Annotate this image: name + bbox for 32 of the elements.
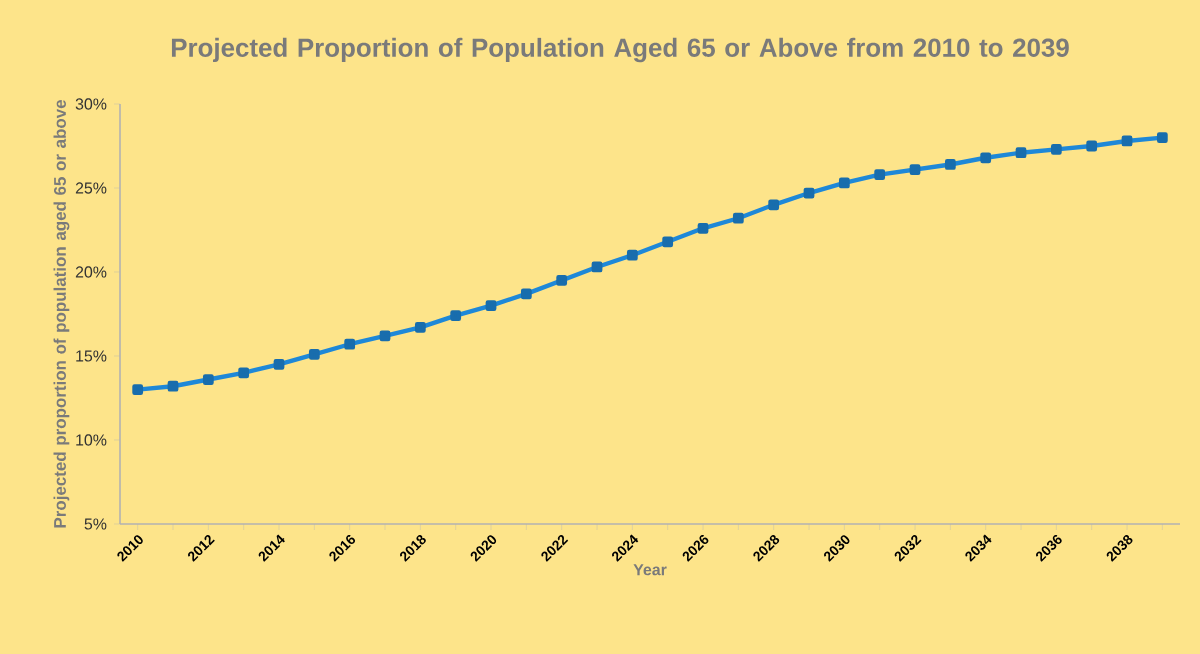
point: [344, 338, 356, 350]
point: [980, 152, 992, 164]
point: [379, 330, 391, 342]
chart-title: Projected Proportion of Population Aged 65 or Above from 2010 to 2039: [171, 37, 1069, 63]
point: [874, 169, 886, 180]
point: [591, 261, 603, 273]
point: [1086, 140, 1098, 152]
point: [697, 222, 709, 234]
point: [414, 322, 426, 333]
point: [132, 384, 144, 395]
point: [1156, 132, 1168, 143]
point: [167, 380, 179, 392]
point: [238, 367, 250, 379]
point: [450, 310, 462, 322]
y-axis-title: Projected proportion of population aged 65 or above: [53, 100, 70, 528]
point: [838, 177, 850, 189]
point: [626, 249, 638, 261]
point: [485, 300, 497, 311]
point: [1015, 147, 1027, 159]
point: [308, 348, 320, 360]
point: [202, 374, 214, 385]
point: [803, 187, 815, 199]
point: [944, 159, 956, 170]
point: [1050, 143, 1062, 155]
point: [556, 275, 568, 286]
point: [909, 164, 921, 175]
point: [732, 212, 744, 224]
point: [768, 199, 780, 211]
point: [273, 359, 285, 370]
point: [662, 236, 674, 248]
point: [1121, 135, 1133, 147]
point: [520, 288, 532, 300]
